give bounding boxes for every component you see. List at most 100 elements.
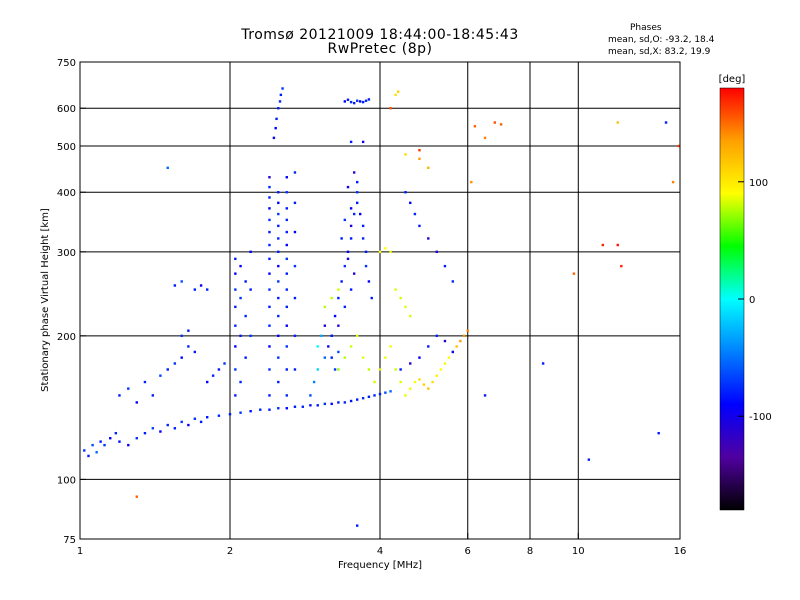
data-point (143, 431, 147, 435)
data-point (193, 350, 197, 354)
data-point (364, 99, 368, 102)
data-point (343, 305, 347, 309)
y-tick-label: 200 (57, 332, 76, 343)
y-tick-label: 300 (57, 248, 76, 259)
data-point (413, 380, 417, 384)
data-point (285, 176, 288, 179)
x-tick-label: 4 (377, 546, 383, 557)
data-point (361, 140, 365, 144)
data-point (268, 185, 271, 189)
data-point (427, 166, 430, 170)
data-point (239, 411, 242, 414)
data-point (413, 212, 417, 216)
data-point (193, 417, 197, 420)
data-point (367, 98, 371, 101)
data-point (285, 218, 288, 222)
data-point (239, 296, 242, 300)
data-point (205, 416, 209, 419)
data-point (435, 250, 438, 254)
y-tick-label: 500 (57, 142, 76, 153)
data-point (337, 288, 340, 291)
data-point (337, 296, 340, 300)
data-point (323, 305, 327, 309)
data-point (418, 224, 421, 228)
data-point (268, 257, 271, 261)
data-point (343, 264, 347, 268)
data-point (361, 100, 365, 104)
data-point (418, 157, 421, 161)
data-point (340, 237, 343, 240)
data-point (244, 280, 247, 283)
data-point (285, 191, 288, 194)
data-point (274, 126, 277, 130)
grid-lines (80, 62, 680, 539)
data-point (217, 368, 221, 371)
data-point (361, 356, 365, 359)
data-point (349, 288, 353, 291)
data-point (394, 288, 397, 291)
data-point (343, 356, 347, 359)
data-point (277, 356, 280, 359)
data-point (418, 148, 421, 152)
data-point (277, 237, 280, 240)
data-point (572, 272, 576, 275)
colorbar: [deg] 100 0 -100 (719, 74, 772, 511)
data-point (620, 264, 623, 268)
data-point (358, 212, 362, 216)
data-point (337, 368, 340, 371)
data-point (285, 394, 288, 397)
data-point (127, 443, 130, 447)
data-point (83, 449, 86, 452)
data-point (439, 368, 443, 371)
data-point (312, 380, 316, 384)
data-point (316, 345, 319, 348)
data-point (404, 191, 407, 194)
y-axis-label: Stationary phase Virtual Height [km] (40, 208, 51, 392)
data-point (355, 201, 359, 205)
data-point (349, 140, 353, 144)
data-point (337, 350, 340, 354)
x-tick-label: 2 (227, 546, 233, 557)
data-point (211, 374, 215, 377)
data-point (394, 368, 397, 371)
data-point (361, 224, 365, 228)
data-point (352, 212, 356, 216)
data-point (451, 280, 455, 283)
data-point (118, 394, 121, 397)
data-point (293, 171, 297, 174)
data-point (340, 280, 343, 283)
data-point (399, 368, 402, 371)
data-point (349, 399, 353, 403)
data-point (277, 280, 280, 283)
data-point (244, 356, 247, 359)
data-point (166, 166, 169, 170)
data-point (355, 334, 359, 338)
data-point (151, 394, 155, 397)
data-point (462, 334, 466, 338)
data-points (83, 87, 680, 527)
data-point (293, 230, 297, 234)
data-point (323, 324, 327, 327)
data-point (404, 305, 407, 309)
data-point (135, 437, 138, 440)
data-point (173, 284, 177, 287)
x-axis-label: Frequency [MHz] (338, 560, 422, 571)
data-point (349, 224, 353, 228)
data-point (285, 368, 288, 371)
data-point (268, 176, 271, 179)
data-point (127, 387, 130, 390)
data-point (285, 324, 288, 327)
y-tick-label: 750 (57, 58, 76, 69)
x-tick-label: 10 (572, 546, 585, 557)
data-point (427, 345, 430, 348)
data-point (337, 401, 340, 404)
data-point (277, 250, 280, 254)
data-point (268, 408, 271, 411)
colorbar-tick-label: -100 (749, 412, 772, 423)
data-point (349, 345, 353, 348)
data-point (277, 264, 280, 268)
data-point (285, 243, 288, 247)
data-point (352, 101, 356, 105)
data-point (337, 324, 340, 327)
data-point (278, 100, 282, 103)
